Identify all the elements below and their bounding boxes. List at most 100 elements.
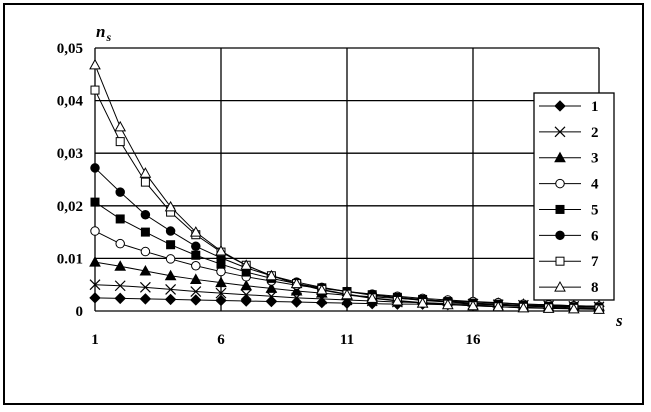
series-1-point (190, 294, 202, 306)
legend-item-7: 7 (539, 254, 599, 270)
legend-marker (554, 100, 566, 112)
series-2-point (265, 290, 277, 302)
x-marker-stroke (554, 126, 566, 138)
y-axis-title-main: n (96, 22, 105, 41)
x-tick-label: 6 (217, 332, 225, 348)
legend-item-6: 6 (539, 228, 599, 244)
x-marker-stroke (265, 290, 277, 302)
series-1-point (265, 295, 278, 308)
series-1-point (341, 297, 353, 309)
series-2-point (139, 281, 151, 293)
series-8-point (189, 226, 202, 237)
series-4-point (191, 261, 201, 271)
legend-item-8: 8 (539, 280, 599, 296)
series-1-point (316, 296, 328, 309)
legend-box (533, 92, 615, 301)
series-4-point (115, 238, 125, 249)
series-8-point (441, 298, 454, 310)
y-tick-label: 0,05 (57, 41, 83, 57)
series-3-point (114, 260, 127, 271)
x-marker-stroke (190, 286, 202, 297)
series-8 (89, 58, 605, 314)
series-5-point (191, 250, 201, 260)
series-8-point (240, 259, 253, 270)
y-tick-label: 0 (76, 304, 84, 320)
series-2-point (114, 280, 126, 292)
legend-item-3: 3 (539, 151, 599, 167)
legend-label: 1 (591, 99, 599, 115)
legend-marker (555, 230, 565, 241)
series-3-point (240, 279, 253, 291)
series-8-point (114, 120, 127, 132)
x-marker-stroke (215, 287, 227, 299)
series-1-point (89, 292, 101, 304)
series-8-point (315, 283, 328, 295)
legend-marker (555, 256, 565, 266)
series-8-point (215, 245, 227, 256)
legend-marker (554, 151, 566, 163)
series-3-point (265, 282, 278, 293)
series-7-point (90, 85, 100, 95)
series-8-point (542, 302, 555, 313)
series-5-point (166, 240, 176, 250)
legend-label: 2 (591, 125, 599, 141)
x-marker-stroke (240, 289, 252, 301)
x-axis-title: s (615, 311, 623, 330)
series-8-point (391, 294, 404, 306)
series-5-point (90, 197, 100, 207)
series-2-point (165, 284, 177, 295)
series-1-point (215, 294, 227, 307)
series-1-point (164, 293, 177, 306)
y-tick-label: 0,02 (57, 199, 83, 215)
y-tick-label: 0.01 (57, 251, 83, 267)
series-8-point (416, 297, 429, 308)
legend-item-5: 5 (539, 202, 599, 218)
series-7-point (140, 177, 150, 187)
series-4-point (165, 254, 176, 264)
y-axis-title: ns (96, 22, 111, 44)
series-3-point (215, 276, 227, 288)
series-layer (89, 58, 605, 314)
series-8-point (139, 167, 152, 178)
series-6-point (191, 241, 201, 252)
series-8-point (517, 301, 530, 313)
series-8-point (467, 299, 479, 311)
legend-item-2: 2 (539, 125, 599, 141)
series-6-point (90, 163, 100, 173)
series-1-point (139, 293, 152, 305)
series-3-point (164, 269, 177, 281)
legend-marker (554, 281, 566, 292)
y-tick-label: 0,03 (57, 146, 83, 162)
legend-label: 4 (591, 177, 599, 193)
legend-marker (554, 126, 566, 138)
legend-marker (555, 178, 565, 189)
series-6-point (165, 226, 176, 236)
chart-frame (3, 3, 644, 405)
series-7-point (115, 137, 125, 147)
x-marker-stroke (114, 280, 126, 292)
series-1-point (114, 292, 126, 305)
x-marker-stroke (89, 279, 101, 291)
x-marker-stroke (139, 281, 151, 293)
series-3-point (89, 256, 101, 267)
x-tick-label: 11 (340, 332, 354, 348)
series-2-point (215, 287, 227, 299)
legend-label: 8 (591, 280, 599, 296)
series-2-point (190, 286, 202, 297)
series-8-point (593, 303, 605, 314)
legend-label: 6 (591, 228, 599, 244)
series-8-point (265, 269, 278, 281)
x-marker-stroke (165, 284, 177, 295)
series-8-point (164, 200, 177, 212)
legend-item-4: 4 (539, 177, 599, 193)
y-axis-title-sub: s (105, 30, 111, 44)
y-tick-label: 0,04 (57, 94, 84, 110)
series-3-point (290, 284, 303, 296)
series-6-point (115, 187, 125, 197)
legend-item-1: 1 (539, 99, 599, 115)
series-3-point (139, 264, 152, 276)
series-2-point (240, 289, 252, 301)
legend-label: 7 (591, 254, 599, 270)
series-1-point (240, 295, 252, 307)
x-tick-label: 16 (466, 332, 482, 348)
